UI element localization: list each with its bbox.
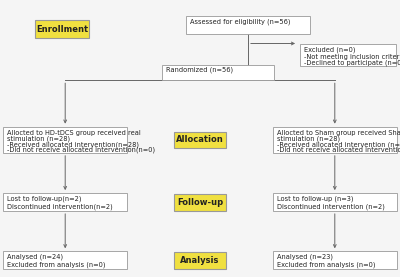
FancyBboxPatch shape — [35, 20, 89, 38]
Text: Lost to follow-up (n=3): Lost to follow-up (n=3) — [277, 195, 353, 202]
Text: stimulation (n=28): stimulation (n=28) — [277, 135, 340, 142]
Text: -Did not receive allocated intervention(n=0): -Did not receive allocated intervention(… — [7, 147, 155, 153]
Text: Lost to follow-up(n=2): Lost to follow-up(n=2) — [7, 195, 82, 202]
FancyBboxPatch shape — [273, 193, 397, 211]
FancyBboxPatch shape — [174, 252, 226, 269]
Text: Excluded from analysis (n=0): Excluded from analysis (n=0) — [277, 261, 375, 268]
Text: -Declined to participate (n=0): -Declined to participate (n=0) — [304, 60, 400, 66]
FancyBboxPatch shape — [300, 44, 396, 66]
Text: Excluded from analysis (n=0): Excluded from analysis (n=0) — [7, 261, 106, 268]
FancyBboxPatch shape — [3, 193, 127, 211]
FancyBboxPatch shape — [174, 132, 226, 148]
Text: Analysis: Analysis — [180, 256, 220, 265]
Text: Randomized (n=56): Randomized (n=56) — [166, 67, 233, 73]
Text: Excluded (n=0): Excluded (n=0) — [304, 47, 356, 53]
FancyBboxPatch shape — [3, 252, 127, 269]
Text: Discontinued intervention (n=2): Discontinued intervention (n=2) — [277, 203, 385, 209]
FancyBboxPatch shape — [3, 127, 127, 153]
FancyBboxPatch shape — [273, 252, 397, 269]
Text: Analysed (n=23): Analysed (n=23) — [277, 253, 333, 260]
Text: Discontinued intervention(n=2): Discontinued intervention(n=2) — [7, 203, 113, 209]
Text: Allocted to Sham group received Sham: Allocted to Sham group received Sham — [277, 130, 400, 136]
Text: -Received allocated intervention(n=28): -Received allocated intervention(n=28) — [7, 141, 139, 148]
FancyBboxPatch shape — [162, 65, 274, 80]
Text: Enrollment: Enrollment — [36, 25, 88, 34]
Text: Allocation: Allocation — [176, 135, 224, 144]
Text: stimulation (n=28): stimulation (n=28) — [7, 135, 70, 142]
Text: Follow-up: Follow-up — [177, 198, 223, 207]
Text: -Did not receive allocated intervention (n=0): -Did not receive allocated intervention … — [277, 147, 400, 153]
FancyBboxPatch shape — [186, 16, 310, 34]
Text: Analysed (n=24): Analysed (n=24) — [7, 253, 63, 260]
Text: Assessed for eligibility (n=56): Assessed for eligibility (n=56) — [190, 18, 290, 25]
Text: -Not meeting inclusion criteria (n=0): -Not meeting inclusion criteria (n=0) — [304, 53, 400, 60]
Text: -Received allocated intervention (n=28): -Received allocated intervention (n=28) — [277, 141, 400, 148]
FancyBboxPatch shape — [174, 194, 226, 211]
Text: Allocted to HD-tDCS group received real: Allocted to HD-tDCS group received real — [7, 130, 141, 136]
FancyBboxPatch shape — [273, 127, 397, 153]
